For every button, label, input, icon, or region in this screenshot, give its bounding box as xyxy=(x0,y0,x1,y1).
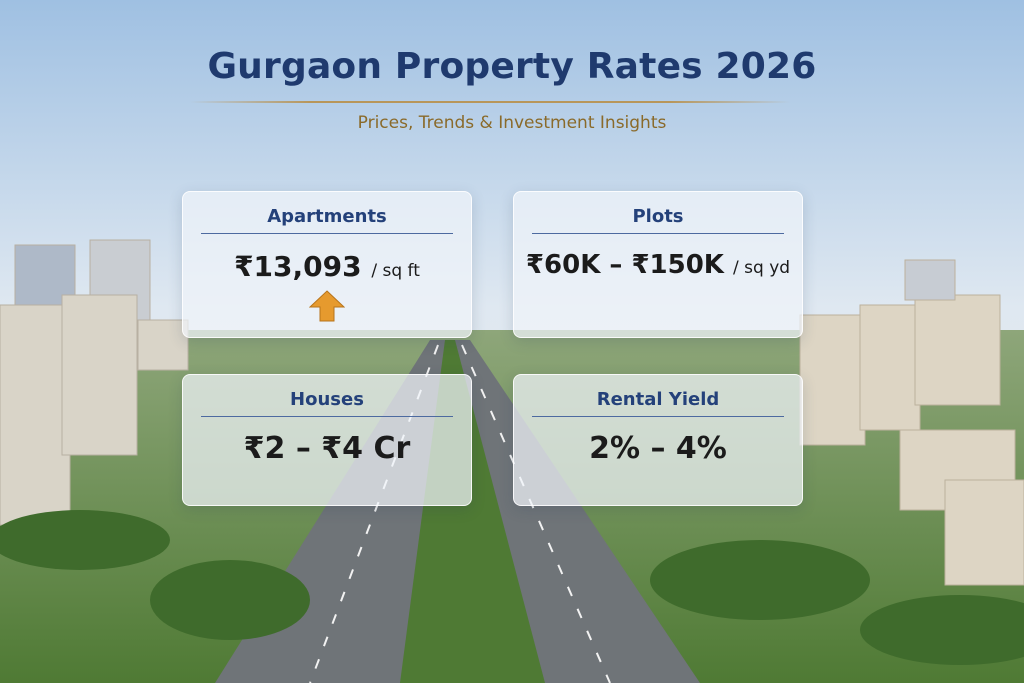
card: Rental Yield 2% – 4% xyxy=(513,374,803,506)
card-label: Rental Yield xyxy=(596,389,720,410)
card-value: ₹13,093 / sq ft xyxy=(183,250,471,283)
card-rule xyxy=(201,233,453,234)
card-value: 2% – 4% xyxy=(589,431,727,466)
card: Houses ₹2 – ₹4 Cr xyxy=(182,374,472,506)
card-rule xyxy=(532,233,784,234)
buildings-right xyxy=(799,259,1024,586)
trees xyxy=(0,510,1024,665)
buildings-left xyxy=(0,239,189,526)
value: ₹60K – ₹150K xyxy=(525,250,724,280)
unit: / sq ft xyxy=(371,261,420,281)
card-value: ₹60K – ₹150K / sq yd xyxy=(514,250,802,280)
unit: / sq yd xyxy=(733,258,791,278)
card-label: Houses xyxy=(290,389,364,410)
card-label: Plots xyxy=(632,206,684,227)
card-rule xyxy=(201,416,453,417)
card: Plots ₹60K – ₹150K / sq yd xyxy=(513,191,803,338)
up-arrow xyxy=(309,290,345,322)
card: Apartments ₹13,093 / sq ft xyxy=(182,191,472,338)
card-value: ₹2 – ₹4 Cr xyxy=(243,431,411,466)
card-label: Apartments xyxy=(267,206,387,227)
title-rule xyxy=(190,101,790,103)
card-rule xyxy=(532,416,784,417)
title: Gurgaon Property Rates 2026 xyxy=(207,46,817,87)
subtitle: Prices, Trends & Investment Insights xyxy=(357,113,667,133)
value: ₹13,093 xyxy=(234,250,362,283)
